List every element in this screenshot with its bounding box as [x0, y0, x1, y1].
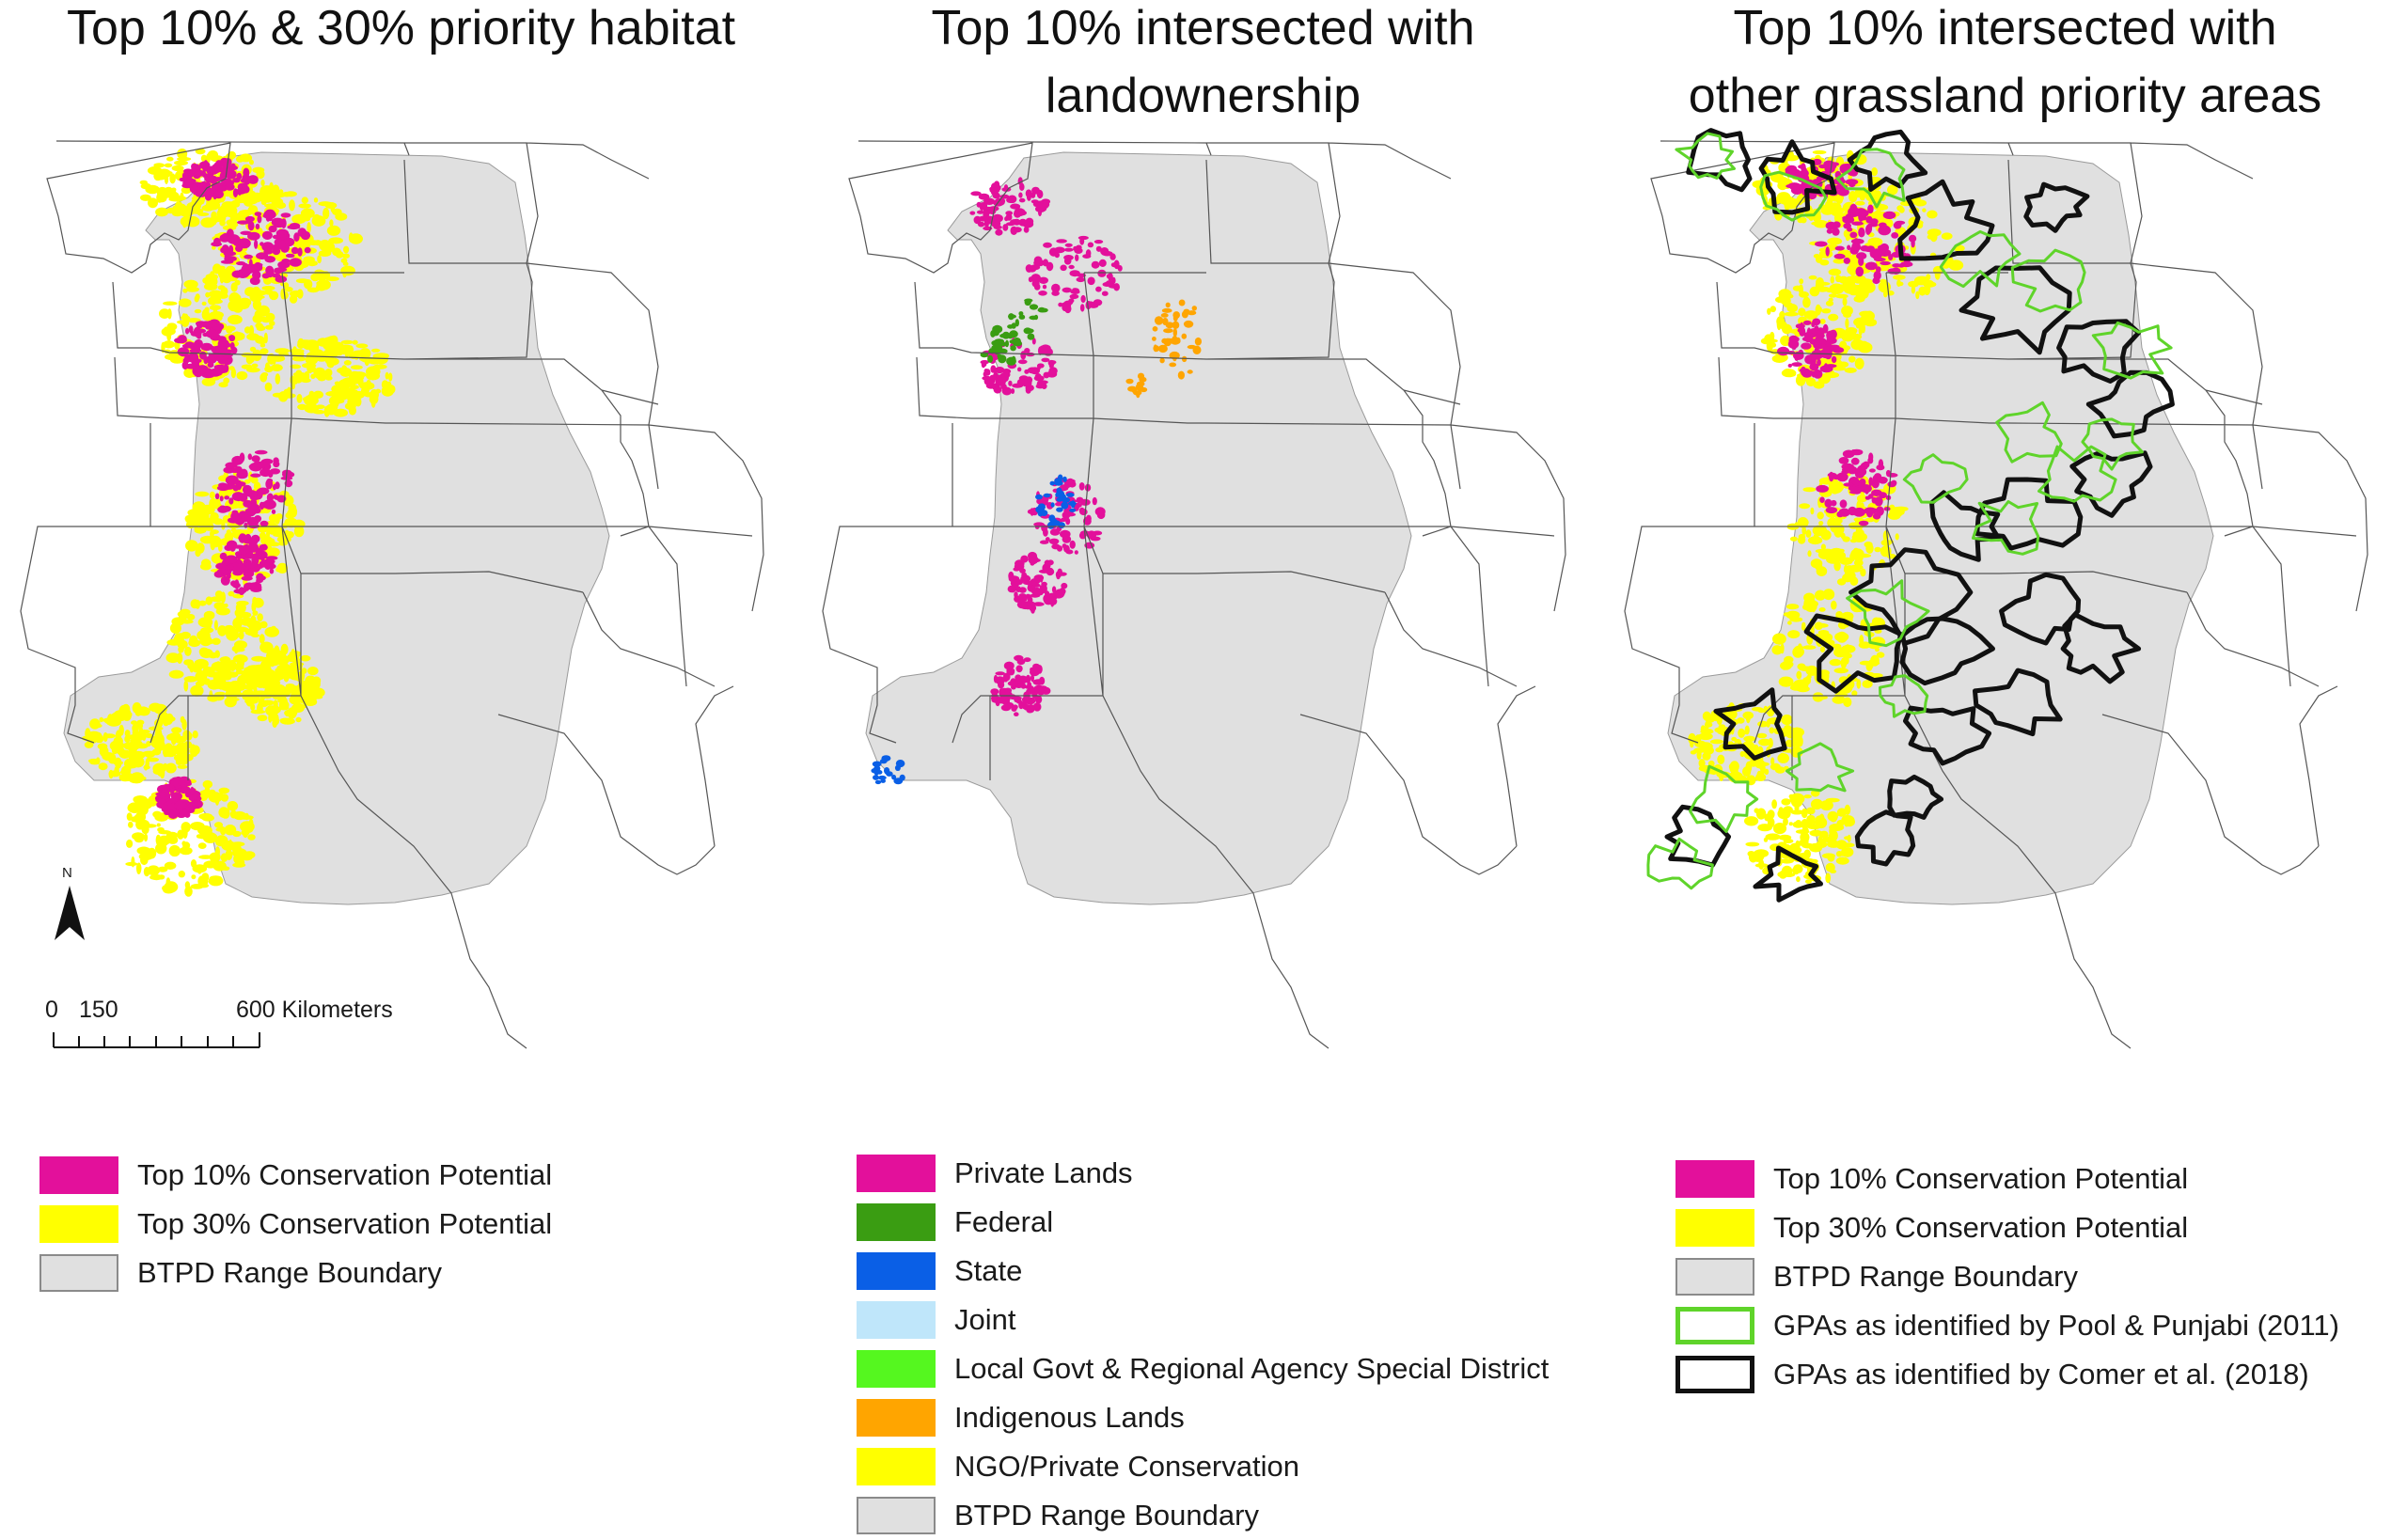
legend-swatch	[39, 1205, 118, 1243]
habitat-patches	[241, 643, 325, 729]
scale-tick-600: 600 Kilometers	[236, 997, 393, 1023]
scale-bar: 0 150 600 Kilometers	[45, 987, 393, 1053]
legend-swatch	[857, 1350, 936, 1388]
habitat-patches	[1777, 318, 1845, 379]
title-line: other grassland priority areas	[1688, 69, 2322, 123]
legend-swatch	[857, 1448, 936, 1485]
legend-label: Joint	[954, 1303, 1016, 1336]
habitat-patches	[1035, 474, 1077, 529]
legend-label: Local Govt & Regional Agency Special Dis…	[954, 1352, 1550, 1385]
legend-label: GPAs as identified by Comer et al. (2018…	[1773, 1358, 2309, 1391]
legend-label: BTPD Range Boundary	[137, 1256, 442, 1289]
gpa-outlines	[1646, 132, 2173, 890]
legend-swatch	[857, 1399, 936, 1437]
legend-swatch	[857, 1301, 936, 1339]
title-line: landownership	[1045, 69, 1361, 123]
legend-swatch	[857, 1497, 936, 1534]
legend-swatch	[1675, 1209, 1754, 1247]
legend-label: Top 10% Conservation Potential	[1773, 1162, 2189, 1195]
legend-label: Federal	[954, 1205, 1054, 1238]
habitat-patches	[990, 654, 1051, 716]
panel-grassland: Top 10% intersected with other grassland…	[1604, 0, 2406, 1528]
legend-swatch	[39, 1254, 118, 1292]
title-line: Top 10% intersected with	[931, 1, 1475, 55]
habitat-patches	[154, 776, 203, 819]
map-landownership	[822, 140, 1566, 1049]
legend-label: State	[954, 1254, 1023, 1287]
habitat-patches	[1007, 298, 1048, 345]
legend-label: Top 30% Conservation Potential	[137, 1207, 553, 1240]
scale-tick-150: 150	[79, 997, 118, 1023]
habitat-patches	[969, 177, 1051, 236]
habitat-patches	[165, 590, 284, 708]
habitat-patches	[1815, 203, 1917, 285]
panel-title: Top 10% intersected with other grassland…	[1604, 0, 2406, 130]
north-label: N	[62, 865, 72, 881]
habitat-patches	[213, 533, 278, 595]
habitat-patches	[1760, 275, 1878, 389]
legend-swatch	[857, 1252, 936, 1290]
habitat-patches	[260, 335, 396, 417]
scale-tick-0: 0	[45, 997, 58, 1023]
legend-swatch	[1675, 1258, 1754, 1296]
habitat-patches	[214, 449, 295, 529]
legend-swatch	[857, 1203, 936, 1241]
habitat-patches	[174, 319, 238, 379]
habitat-patches	[1744, 789, 1855, 884]
scale-bar-graphic	[53, 1032, 260, 1048]
habitat-patches	[980, 324, 1023, 366]
legend-swatch	[1675, 1356, 1754, 1393]
legend-label: Top 30% Conservation Potential	[1773, 1211, 2189, 1244]
legend-label: Indigenous Lands	[954, 1401, 1185, 1434]
state-boundaries	[1624, 140, 2368, 1049]
legend-label: Top 10% Conservation Potential	[137, 1158, 553, 1191]
panel-title: Top 10% & 30% priority habitat	[0, 0, 802, 62]
habitat-patches	[1152, 299, 1202, 380]
legend-label: BTPD Range Boundary	[1773, 1260, 2078, 1293]
legend-label: BTPD Range Boundary	[954, 1499, 1259, 1532]
title-line: Top 10% & 30% priority habitat	[66, 1, 736, 55]
habitat-patches	[871, 755, 905, 785]
habitat-patches	[1125, 372, 1148, 399]
legend-label: NGO/Private Conservation	[954, 1450, 1299, 1483]
habitat-patches	[1025, 235, 1123, 314]
legend-label: GPAs as identified by Pool & Punjabi (20…	[1773, 1309, 2339, 1342]
legend-swatch	[1675, 1307, 1754, 1344]
title-line: Top 10% intersected with	[1733, 1, 2277, 55]
habitat-patches	[980, 338, 1058, 396]
legend-swatch	[857, 1155, 936, 1192]
panel-habitat: Top 10% & 30% priority habitat N 0 150 6…	[0, 0, 802, 1528]
state-boundaries	[822, 140, 1566, 1049]
panel-title: Top 10% intersected with landownership	[802, 0, 1604, 130]
habitat-patches	[179, 157, 259, 201]
habitat-patches	[81, 702, 200, 784]
north-arrow: N	[53, 865, 90, 959]
map-habitat	[20, 140, 764, 1049]
state-boundaries	[20, 140, 764, 1049]
habitat-patches	[1007, 551, 1068, 614]
legend-swatch	[39, 1156, 118, 1194]
map-grassland	[1624, 128, 2368, 1049]
legend-swatch	[1675, 1160, 1754, 1198]
legend-label: Private Lands	[954, 1156, 1133, 1189]
habitat-patches	[1816, 448, 1898, 526]
panel-landownership: Top 10% intersected with landownership P…	[802, 0, 1604, 1534]
habitat-patches	[211, 209, 311, 286]
north-arrow-icon	[55, 886, 85, 940]
